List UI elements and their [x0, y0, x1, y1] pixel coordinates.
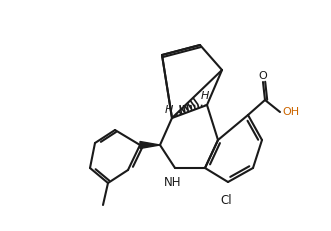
Text: NH: NH — [164, 176, 182, 189]
Text: O: O — [259, 71, 267, 81]
Polygon shape — [140, 142, 160, 149]
Text: H: H — [201, 91, 209, 101]
Text: H: H — [165, 105, 173, 115]
Text: OH: OH — [282, 107, 299, 117]
Text: Cl: Cl — [220, 194, 232, 207]
